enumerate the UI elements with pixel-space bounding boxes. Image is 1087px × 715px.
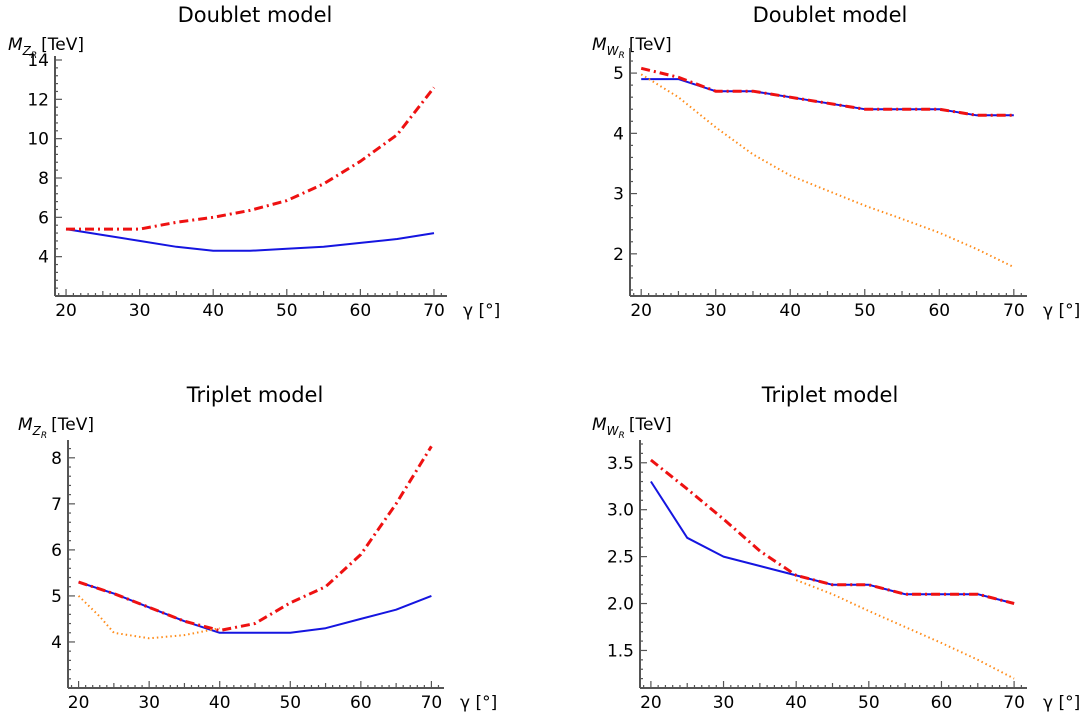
x-tick-label: 50 — [276, 301, 298, 321]
series-line-dotted — [640, 73, 1015, 268]
x-tick-label: 50 — [854, 301, 876, 321]
y-tick-label: 4 — [51, 633, 62, 653]
series-line-dashdot — [640, 66, 1014, 117]
series-line-solid — [65, 228, 435, 252]
x-tick-label: 60 — [350, 301, 372, 321]
y-tick-label: 1.5 — [607, 641, 634, 661]
y-tick-label: 2 — [613, 245, 624, 265]
series-line-dashdot — [66, 86, 436, 231]
x-tick-label: 70 — [1003, 693, 1025, 713]
y-tick-label: 4 — [38, 248, 49, 268]
x-tick-label: 60 — [350, 693, 372, 713]
y-tick-label: 6 — [51, 541, 62, 561]
x-tick-label: 40 — [779, 301, 801, 321]
y-axis-label: MZR[TeV] — [8, 35, 84, 61]
y-tick-label: 8 — [51, 449, 62, 469]
y-tick-label: 3 — [613, 185, 624, 205]
y-tick-label: 2.5 — [607, 548, 634, 568]
x-tick-label: 70 — [421, 693, 443, 713]
series-line-dashdot — [649, 458, 1015, 605]
y-tick-label: 2.0 — [607, 595, 634, 615]
x-tick-label: 70 — [1003, 301, 1025, 321]
x-tick-label: 20 — [68, 693, 90, 713]
chart-panel-3: Triplet model MZR[TeV] 20 30 40 50 60 70 γ [°] 4 5… — [18, 383, 497, 713]
x-tick-label: 20 — [55, 301, 77, 321]
chart-title: Triplet model — [186, 383, 324, 407]
x-tick-label: 70 — [423, 301, 445, 321]
chart-title: Doublet model — [753, 3, 908, 27]
x-tick-label: 50 — [858, 693, 880, 713]
x-tick-label: 40 — [209, 693, 231, 713]
x-axis-label: γ [°] — [463, 301, 500, 321]
x-tick-label: 40 — [202, 301, 224, 321]
y-axis-label: MZR[TeV] — [18, 415, 94, 441]
x-tick-label: 50 — [279, 693, 301, 713]
x-tick-label: 40 — [785, 693, 807, 713]
chart-title: Triplet model — [761, 383, 899, 407]
y-tick-label: 5 — [613, 64, 624, 84]
chart-panel-2: Doublet model MWR[TeV] 20 30 40 50 60 70 γ [°] 2 3… — [592, 3, 1080, 321]
y-axis-label: MWR[TeV] — [592, 35, 672, 61]
chart-title: Doublet model — [178, 3, 333, 27]
y-tick-label: 10 — [27, 130, 49, 150]
x-tick-label: 60 — [928, 301, 950, 321]
chart-panel-4: Triplet model MWR[TeV] 20 30 40 50 60 70 γ [°] 1.… — [592, 383, 1080, 713]
x-axis-label: γ [°] — [460, 693, 497, 713]
x-axis-label: γ [°] — [1043, 301, 1080, 321]
x-axis-label: γ [°] — [1043, 693, 1080, 713]
x-tick-label: 20 — [630, 301, 652, 321]
y-tick-label: 8 — [38, 169, 49, 189]
series-line-dotted — [795, 579, 1015, 680]
y-tick-label: 3.0 — [607, 501, 634, 521]
y-tick-label: 6 — [38, 208, 49, 228]
series-line-dotted — [77, 595, 220, 640]
x-tick-label: 20 — [640, 693, 662, 713]
y-tick-label: 12 — [27, 90, 49, 110]
x-tick-label: 60 — [931, 693, 953, 713]
x-tick-label: 30 — [129, 301, 151, 321]
y-tick-label: 4 — [613, 124, 624, 144]
chart-panel-1: Doublet model MZR[TeV] 20 30 40 50 60 70 γ [°] 4 6… — [8, 3, 500, 321]
y-tick-label: 3.5 — [607, 454, 634, 474]
x-tick-label: 30 — [705, 301, 727, 321]
x-tick-label: 30 — [713, 693, 735, 713]
y-tick-label: 14 — [27, 51, 49, 71]
y-tick-label: 5 — [51, 587, 62, 607]
series-line-solid — [78, 581, 432, 634]
x-tick-label: 30 — [138, 693, 160, 713]
y-tick-label: 7 — [51, 495, 62, 515]
series-line-dashdot — [78, 445, 433, 632]
y-axis-label: MWR[TeV] — [592, 415, 672, 441]
